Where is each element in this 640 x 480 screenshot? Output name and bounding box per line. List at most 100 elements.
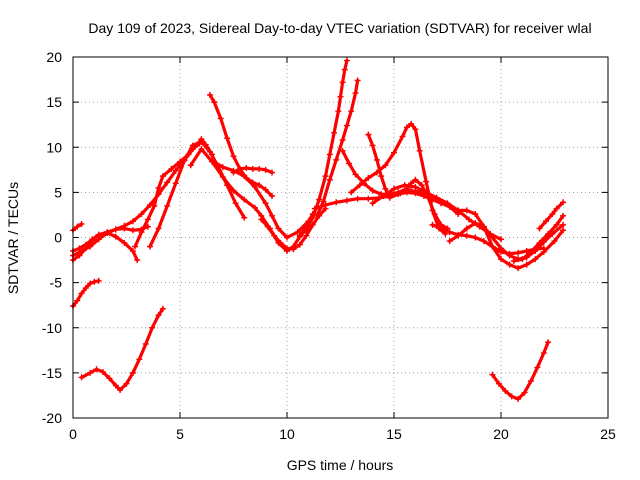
data-point-arc-13-5 bbox=[290, 246, 297, 253]
data-point-arc-3-9 bbox=[134, 257, 141, 264]
data-point-arc-6-6 bbox=[117, 387, 124, 394]
data-point-arc-19-6 bbox=[399, 133, 406, 140]
series-line-arc-6 bbox=[79, 307, 165, 392]
data-point-arc-21-10 bbox=[515, 249, 522, 256]
data-point-arc-3-6 bbox=[112, 233, 119, 240]
data-point-arc-25-4 bbox=[545, 230, 552, 237]
data-point-arc-24-2 bbox=[502, 387, 509, 394]
data-point-arc-19-2 bbox=[365, 174, 372, 181]
data-point-arc-24-0 bbox=[489, 371, 496, 378]
data-point-arc-8-7 bbox=[206, 148, 213, 155]
data-point-arc-2-13 bbox=[172, 167, 179, 174]
data-point-arc-4-1 bbox=[78, 248, 85, 255]
data-point-arc-26-0 bbox=[536, 225, 543, 232]
data-point-arc-15-4 bbox=[339, 137, 346, 144]
data-point-arc-7-5 bbox=[159, 173, 166, 180]
data-point-arc-19-3 bbox=[373, 169, 380, 176]
data-point-arc-15-6 bbox=[348, 108, 355, 115]
series-line-arc-4 bbox=[71, 225, 150, 258]
data-point-arc-14-4 bbox=[322, 173, 329, 180]
data-point-arc-4-7 bbox=[129, 227, 136, 234]
data-point-arc-8-11 bbox=[241, 214, 248, 221]
data-point-arc-23-5 bbox=[498, 256, 504, 263]
data-point-arc-23-7 bbox=[515, 265, 522, 272]
x-tick-label-0: 0 bbox=[69, 426, 77, 442]
data-point-arc-10-3 bbox=[219, 174, 226, 181]
data-point-arc-4-4 bbox=[104, 229, 111, 236]
data-point-arc-19-12 bbox=[429, 207, 436, 214]
data-point-arc-7-4 bbox=[155, 184, 162, 191]
data-point-arc-11-5 bbox=[262, 200, 269, 207]
data-point-arc-18-0 bbox=[365, 131, 372, 138]
data-point-arc-9-3 bbox=[224, 135, 231, 142]
data-point-arc-18-8 bbox=[412, 190, 419, 197]
data-point-arc-20-3 bbox=[401, 182, 408, 189]
data-point-arc-19-0 bbox=[348, 189, 355, 196]
y-axis-label: SDTVAR / TECUs bbox=[5, 182, 21, 294]
data-point-arc-24-4 bbox=[515, 396, 522, 403]
data-point-arc-18-6 bbox=[395, 191, 402, 198]
data-point-arc-12-5 bbox=[262, 166, 269, 173]
data-point-arc-11-4 bbox=[251, 183, 258, 190]
data-point-arc-13-6 bbox=[296, 241, 303, 248]
x-tick-label-3: 15 bbox=[386, 426, 402, 442]
data-point-arc-16-2 bbox=[333, 199, 340, 206]
data-point-arc-23-8 bbox=[523, 261, 530, 268]
data-point-arc-21-1 bbox=[438, 225, 445, 232]
data-point-arc-25-3 bbox=[536, 239, 543, 246]
data-point-arc-20-12 bbox=[498, 236, 504, 243]
series-layer bbox=[70, 57, 567, 403]
data-point-arc-6-13 bbox=[159, 305, 166, 312]
x-tick-label-4: 20 bbox=[493, 426, 509, 442]
series-line-arc-15 bbox=[315, 78, 360, 218]
data-point-arc-25-5 bbox=[553, 221, 560, 228]
data-point-arc-15-5 bbox=[343, 122, 350, 129]
data-point-arc-14-5 bbox=[326, 151, 333, 158]
data-point-arc-11-8 bbox=[284, 234, 290, 241]
data-point-arc-18-9 bbox=[420, 192, 427, 199]
data-point-arc-6-8 bbox=[129, 369, 136, 376]
data-point-arc-15-3 bbox=[333, 156, 340, 163]
data-point-arc-7-7 bbox=[177, 158, 183, 165]
data-point-arc-9-4 bbox=[230, 153, 237, 160]
data-point-arc-23-9 bbox=[532, 256, 539, 263]
data-point-arc-2-10 bbox=[147, 202, 154, 209]
data-point-arc-19-7 bbox=[403, 124, 410, 131]
data-point-arc-3-7 bbox=[121, 239, 128, 246]
data-point-arc-17-1 bbox=[346, 160, 353, 167]
y-tick-label-7: 15 bbox=[46, 94, 62, 110]
data-point-arc-25-2 bbox=[527, 248, 534, 255]
data-point-arc-6-11 bbox=[149, 324, 156, 331]
data-point-arc-13-0 bbox=[258, 216, 265, 223]
data-point-arc-14-0 bbox=[296, 232, 303, 239]
data-point-arc-12-0 bbox=[230, 169, 237, 176]
data-point-arc-12-4 bbox=[256, 165, 263, 172]
data-point-arc-20-4 bbox=[412, 183, 419, 190]
data-point-arc-23-0 bbox=[455, 207, 462, 214]
data-point-arc-26-4 bbox=[560, 199, 567, 206]
data-point-arc-15-2 bbox=[326, 176, 333, 183]
x-tick-label-1: 5 bbox=[176, 426, 184, 442]
data-point-arc-9-2 bbox=[217, 115, 224, 122]
series-line-arc-11 bbox=[210, 159, 310, 240]
data-point-arc-13-1 bbox=[264, 223, 271, 230]
data-point-arc-9-10 bbox=[269, 192, 276, 199]
data-point-arc-6-2 bbox=[93, 366, 100, 373]
data-point-arc-4-5 bbox=[112, 226, 119, 233]
data-point-arc-12-6 bbox=[269, 169, 276, 176]
data-point-arc-22-2 bbox=[463, 225, 470, 232]
data-point-arc-6-12 bbox=[155, 312, 162, 319]
data-point-arc-2-9 bbox=[138, 211, 145, 218]
y-tick-label-1: -15 bbox=[42, 365, 62, 381]
data-point-arc-19-11 bbox=[423, 178, 430, 185]
data-point-arc-21-11 bbox=[523, 248, 530, 255]
data-point-arc-16-4 bbox=[354, 195, 361, 202]
data-point-arc-9-9 bbox=[262, 186, 269, 193]
data-point-arc-16-5 bbox=[365, 195, 372, 202]
data-point-arc-16-3 bbox=[343, 197, 350, 204]
data-point-arc-21-0 bbox=[429, 221, 436, 228]
data-point-arc-10-4 bbox=[230, 187, 237, 194]
data-point-arc-19-10 bbox=[416, 147, 423, 154]
data-point-arc-18-5 bbox=[386, 194, 393, 201]
